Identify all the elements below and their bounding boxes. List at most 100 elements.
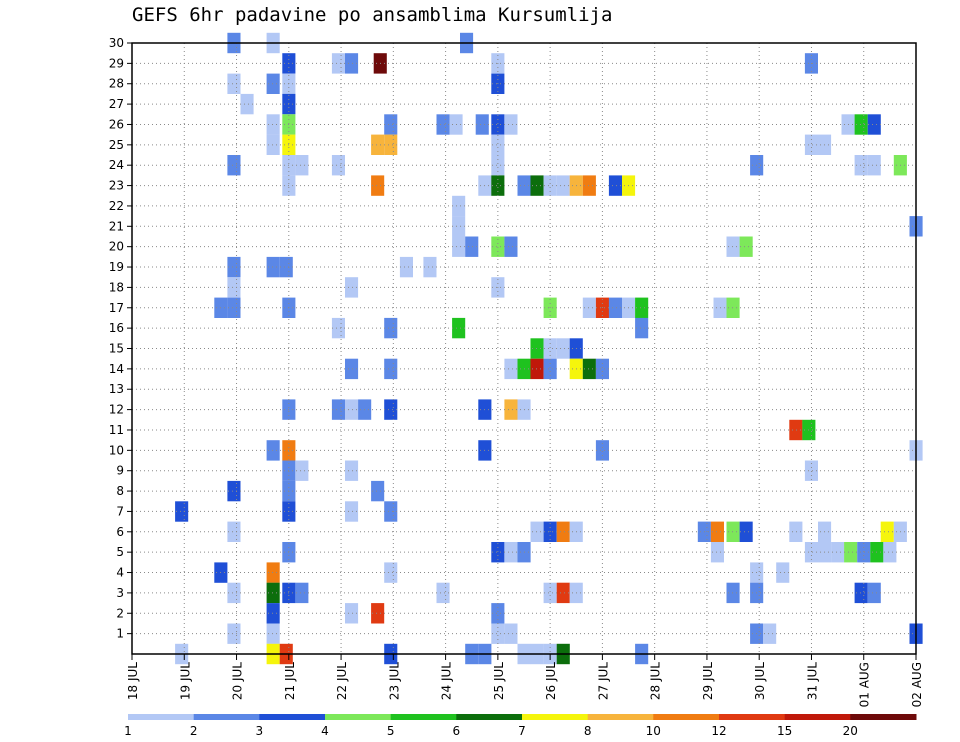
- heatmap-cell: [491, 114, 505, 135]
- heatmap-cell: [452, 216, 466, 237]
- x-tick-label: 22 JUL: [335, 662, 349, 700]
- heatmap-cell: [279, 256, 293, 278]
- y-tick-label: 12: [109, 403, 124, 417]
- heatmap-cell: [227, 623, 241, 644]
- heatmap-cell: [331, 399, 345, 420]
- heatmap-cell: [371, 134, 385, 155]
- x-tick-label: 19 JUL: [178, 662, 192, 700]
- heatmap-cell: [266, 623, 280, 644]
- x-tick-label: 26 JUL: [544, 662, 558, 700]
- heatmap-cell: [175, 501, 189, 522]
- heatmap-cell: [266, 582, 280, 604]
- heatmap-cell: [804, 134, 818, 155]
- heatmap-cell: [384, 399, 398, 420]
- heatmap-cell: [345, 501, 359, 522]
- heatmap-cell: [635, 317, 649, 339]
- y-tick-label: 30: [109, 36, 124, 50]
- x-tick-label: 24 JUL: [440, 662, 454, 700]
- colorbar-swatch: [390, 714, 457, 720]
- heatmap-cell: [240, 93, 254, 115]
- heatmap-cell: [504, 358, 518, 380]
- heatmap-cell: [726, 521, 740, 542]
- heatmap-cell: [854, 155, 868, 176]
- heatmap-cell: [582, 175, 596, 196]
- colorbar-swatch: [719, 714, 786, 720]
- heatmap-cell: [465, 236, 479, 257]
- heatmap-cell: [371, 175, 385, 196]
- heatmap-cell: [804, 460, 818, 481]
- heatmap-cell: [295, 582, 309, 604]
- chart-title: GEFS 6hr padavine po ansamblima Kursumli…: [132, 4, 613, 26]
- y-tick-label: 22: [109, 199, 124, 213]
- heatmap-cell: [345, 460, 359, 481]
- heatmap-cell: [556, 582, 570, 604]
- heatmap-cell: [491, 155, 505, 176]
- heatmap-cell: [608, 297, 622, 318]
- heatmap-cell: [595, 440, 609, 461]
- colorbar-label: 8: [584, 724, 592, 738]
- y-tick-label: 1: [116, 627, 124, 641]
- heatmap-cell: [491, 603, 505, 624]
- heatmap-cell: [530, 521, 544, 542]
- heatmap-cell: [452, 317, 466, 339]
- heatmap-cell: [556, 338, 570, 359]
- colorbar-swatch: [325, 714, 392, 720]
- heatmap-cell: [266, 73, 280, 94]
- heatmap-cell: [491, 175, 505, 196]
- heatmap-cell: [345, 53, 359, 74]
- y-tick-label: 16: [109, 321, 124, 335]
- heatmap-cell: [726, 297, 740, 318]
- y-tick-label: 19: [109, 260, 124, 274]
- heatmap-cell: [436, 114, 450, 135]
- heatmap-cell: [543, 358, 557, 380]
- colorbar-label: 2: [190, 724, 198, 738]
- heatmap-cell: [491, 623, 505, 644]
- y-tick-label: 7: [116, 504, 124, 518]
- heatmap-cell: [582, 358, 596, 380]
- colorbar-swatch: [456, 714, 523, 720]
- heatmap-cell: [880, 521, 894, 542]
- heatmap-cell: [595, 358, 609, 380]
- colorbar-label: 4: [321, 724, 329, 738]
- heatmap-cell: [763, 623, 777, 644]
- heatmap-cell: [227, 73, 241, 94]
- y-tick-label: 3: [116, 586, 124, 600]
- x-tick-label: 20 JUL: [231, 662, 245, 700]
- heatmap-cell: [227, 155, 241, 176]
- x-tick-label: 30 JUL: [753, 662, 767, 700]
- y-tick-label: 29: [109, 56, 124, 70]
- heatmap-cell: [726, 236, 740, 257]
- heatmap-cell: [804, 542, 818, 563]
- y-tick-label: 24: [109, 158, 124, 172]
- heatmap-cell: [295, 155, 309, 176]
- colorbar-label: 10: [646, 724, 661, 738]
- heatmap-cell: [710, 542, 724, 563]
- x-tick-label: 29 JUL: [701, 662, 715, 700]
- heatmap-cell: [227, 297, 241, 318]
- heatmap-cell: [504, 236, 518, 257]
- y-axis-ticks: 1234567891011121314151617181920212223242…: [109, 36, 132, 641]
- heatmap-cell: [475, 114, 489, 135]
- colorbar-label: 20: [843, 724, 858, 738]
- heatmap-cell: [345, 277, 359, 298]
- x-tick-label: 27 JUL: [596, 662, 610, 700]
- colorbar-swatch: [522, 714, 589, 720]
- heatmap-cell: [384, 501, 398, 522]
- heatmap-cell: [266, 256, 280, 278]
- heatmap-cell: [504, 623, 518, 644]
- heatmap-cell: [831, 542, 845, 563]
- heatmap-cell: [883, 542, 897, 563]
- heatmap-cell: [266, 603, 280, 624]
- heatmap-cell: [789, 419, 803, 441]
- heatmap-cell: [371, 480, 385, 502]
- heatmap-cell: [266, 114, 280, 135]
- grid-lines: [132, 43, 916, 654]
- heatmap-cell: [384, 114, 398, 135]
- colorbar-swatch: [128, 714, 195, 720]
- heatmap-cells: [175, 32, 923, 665]
- heatmap-cell: [739, 236, 753, 257]
- colorbar-swatch: [850, 714, 917, 720]
- heatmap-cell: [726, 582, 740, 604]
- heatmap-cell: [530, 358, 544, 380]
- heatmap-cell: [582, 297, 596, 318]
